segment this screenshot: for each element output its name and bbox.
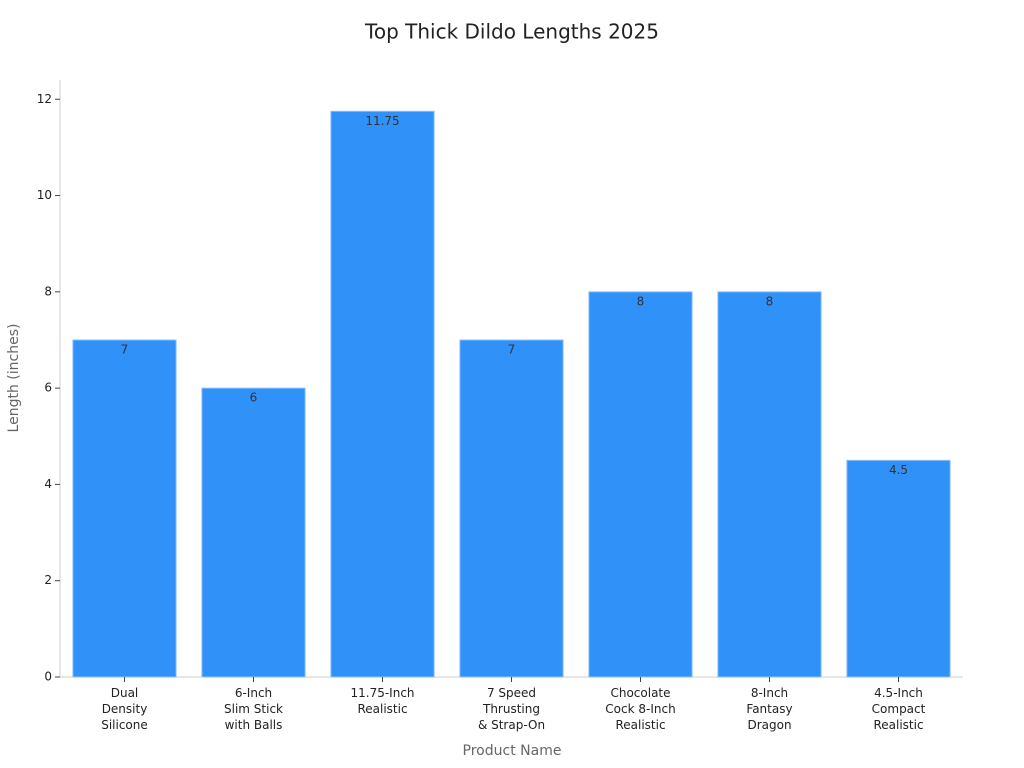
y-tick-label: 4 — [44, 477, 52, 491]
value-label: 7 — [121, 342, 129, 356]
chart-title: Top Thick Dildo Lengths 2025 — [364, 20, 659, 44]
bar — [588, 291, 693, 678]
bar — [330, 110, 435, 678]
value-label: 7 — [508, 342, 516, 356]
value-label: 8 — [766, 294, 774, 308]
y-tick-label: 2 — [44, 573, 52, 587]
bar — [72, 339, 177, 678]
bar — [201, 387, 306, 678]
x-tick-label: 7 Speed Thrusting & Strap-On — [477, 686, 546, 732]
x-tick-label: Dual Density Silicone — [101, 686, 148, 732]
y-tick-label: 6 — [44, 381, 52, 395]
y-tick-label: 12 — [37, 92, 52, 106]
x-axis-title: Product Name — [463, 743, 562, 759]
x-tick-label: 8-Inch Fantasy Dragon — [746, 686, 793, 732]
value-label: 11.75 — [365, 114, 399, 128]
y-axis-title: Length (inches) — [6, 324, 22, 433]
bar — [459, 339, 564, 678]
value-label: 6 — [250, 391, 258, 405]
y-tick-label: 10 — [37, 188, 52, 202]
bar — [846, 459, 951, 678]
value-label: 4.5 — [889, 463, 908, 477]
x-tick-label: 4.5-Inch Compact Realistic — [871, 686, 926, 732]
value-label: 8 — [637, 294, 645, 308]
x-tick-label: Chocolate Cock 8-Inch Realistic — [605, 686, 676, 732]
bar — [717, 291, 822, 678]
x-tick-label: 6-Inch Slim Stick with Balls — [224, 686, 283, 732]
x-tick-label: 11.75-Inch Realistic — [350, 686, 415, 716]
y-tick-label: 8 — [44, 284, 52, 298]
y-tick-label: 0 — [44, 670, 52, 684]
